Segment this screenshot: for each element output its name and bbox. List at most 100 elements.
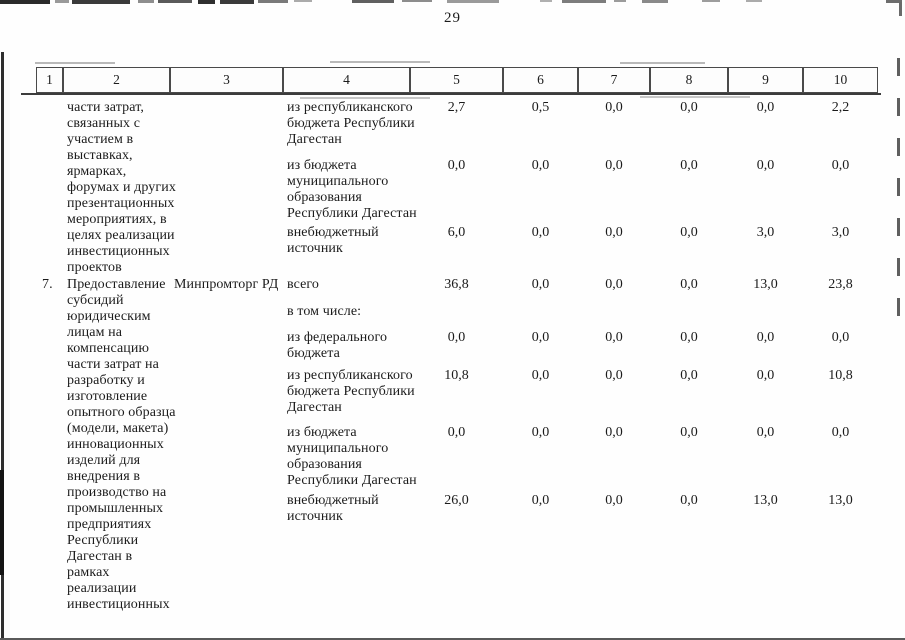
funding-source: из федерального бюджета: [287, 330, 388, 361]
scan-top-mark: [198, 0, 215, 4]
funding-source: из бюджета муниципального образования Ре…: [287, 425, 417, 488]
funding-value: 3,0: [756, 225, 775, 240]
header-cell-8: 8: [650, 67, 728, 93]
funding-value: 0,0: [680, 368, 698, 383]
funding-value: 2,7: [447, 100, 466, 115]
funding-value: 3,0: [831, 225, 850, 240]
funding-value: 0,0: [831, 425, 850, 440]
funding-value: 0,5: [531, 100, 550, 115]
scan-top-mark: [220, 0, 254, 4]
funding-value: 0,0: [756, 368, 775, 383]
funding-value: 0,0: [605, 368, 623, 383]
header-cell-9: 9: [728, 67, 803, 93]
funding-value: 6,0: [447, 225, 466, 240]
funding-value: 10,8: [828, 368, 853, 383]
funding-value: 0,0: [680, 425, 698, 440]
funding-value: 0,0: [680, 158, 698, 173]
scan-smudge: [620, 62, 705, 64]
row-number: 7.: [42, 277, 53, 292]
funding-value: 0,0: [447, 158, 466, 173]
page-number: 29: [444, 10, 461, 26]
scan-right-dashes: [897, 58, 900, 330]
funding-source: из республиканского бюджета Республики Д…: [287, 368, 415, 415]
funding-value: 13,0: [753, 277, 778, 292]
header-cell-4: 4: [283, 67, 410, 93]
header-cell-3: 3: [170, 67, 283, 93]
funding-value: 0,0: [605, 330, 623, 345]
scan-top-mark: [0, 0, 50, 4]
header-cell-5: 5: [410, 67, 503, 93]
header-cell-7: 7: [578, 67, 650, 93]
funding-source: в том числе:: [287, 304, 362, 319]
funding-source: внебюджетный источник: [287, 225, 379, 256]
scan-top-mark: [55, 0, 69, 3]
scan-top-mark: [702, 0, 720, 2]
funding-value: 0,0: [680, 493, 698, 508]
section-description: Предоставление субсидий юридическим лица…: [67, 277, 176, 612]
funding-value: 0,0: [680, 330, 698, 345]
funding-value: 23,8: [828, 277, 853, 292]
funding-value: 0,0: [680, 277, 698, 292]
funding-value: 0,0: [531, 225, 550, 240]
scan-smudge: [330, 61, 430, 63]
section-executor: Минпромторг РД: [174, 277, 279, 292]
funding-value: 36,8: [444, 277, 469, 292]
scan-corner-dash: [899, 2, 902, 16]
scan-top-mark: [746, 0, 762, 2]
funding-value: 13,0: [828, 493, 853, 508]
funding-value: 0,0: [447, 330, 466, 345]
scan-top-mark: [138, 0, 154, 3]
funding-value: 0,0: [531, 277, 550, 292]
table-header-bottom-rule: [21, 93, 881, 95]
funding-source: из бюджета муниципального образования Ре…: [287, 158, 417, 221]
header-cell-10: 10: [803, 67, 878, 93]
scan-top-mark: [158, 0, 192, 3]
section-description: части затрат, связанных с участием в выс…: [67, 100, 176, 275]
scan-left-border-dark: [0, 470, 4, 575]
scan-smudge: [640, 96, 750, 98]
scan-left-border: [1, 52, 4, 640]
funding-value: 0,0: [680, 225, 698, 240]
scan-top-mark: [614, 0, 626, 2]
funding-value: 0,0: [531, 493, 550, 508]
funding-value: 10,8: [444, 368, 469, 383]
funding-value: 0,0: [605, 277, 623, 292]
funding-value: 0,0: [756, 330, 775, 345]
scan-top-mark: [258, 0, 288, 3]
funding-source: внебюджетный источник: [287, 493, 379, 524]
funding-source: всего: [287, 277, 320, 292]
funding-source: из республиканского бюджета Республики Д…: [287, 100, 415, 147]
funding-value: 0,0: [605, 100, 623, 115]
scan-top-mark: [72, 0, 130, 4]
scan-top-mark: [352, 0, 394, 3]
funding-value: 0,0: [531, 425, 550, 440]
funding-value: 0,0: [756, 425, 775, 440]
scan-top-mark: [402, 0, 432, 2]
funding-value: 0,0: [680, 100, 698, 115]
header-cell-6: 6: [503, 67, 578, 93]
scan-top-mark: [447, 0, 499, 3]
funding-value: 0,0: [756, 158, 775, 173]
funding-value: 0,0: [756, 100, 775, 115]
scan-top-mark: [642, 0, 668, 3]
funding-value: 0,0: [531, 158, 550, 173]
scan-top-mark: [540, 0, 552, 2]
funding-value: 0,0: [447, 425, 466, 440]
funding-value: 0,0: [531, 368, 550, 383]
scan-top-mark: [886, 0, 902, 3]
funding-value: 0,0: [605, 425, 623, 440]
scan-bottom-edge: [0, 638, 905, 640]
scan-top-mark: [562, 0, 606, 3]
header-cell-2: 2: [63, 67, 170, 93]
funding-value: 0,0: [605, 158, 623, 173]
funding-value: 0,0: [605, 225, 623, 240]
funding-value: 26,0: [444, 493, 469, 508]
scan-smudge: [300, 97, 430, 99]
funding-value: 0,0: [831, 158, 850, 173]
funding-value: 0,0: [531, 330, 550, 345]
scan-top-mark: [294, 0, 312, 2]
header-cell-1: 1: [36, 67, 63, 93]
funding-value: 0,0: [831, 330, 850, 345]
scan-smudge: [35, 62, 115, 64]
